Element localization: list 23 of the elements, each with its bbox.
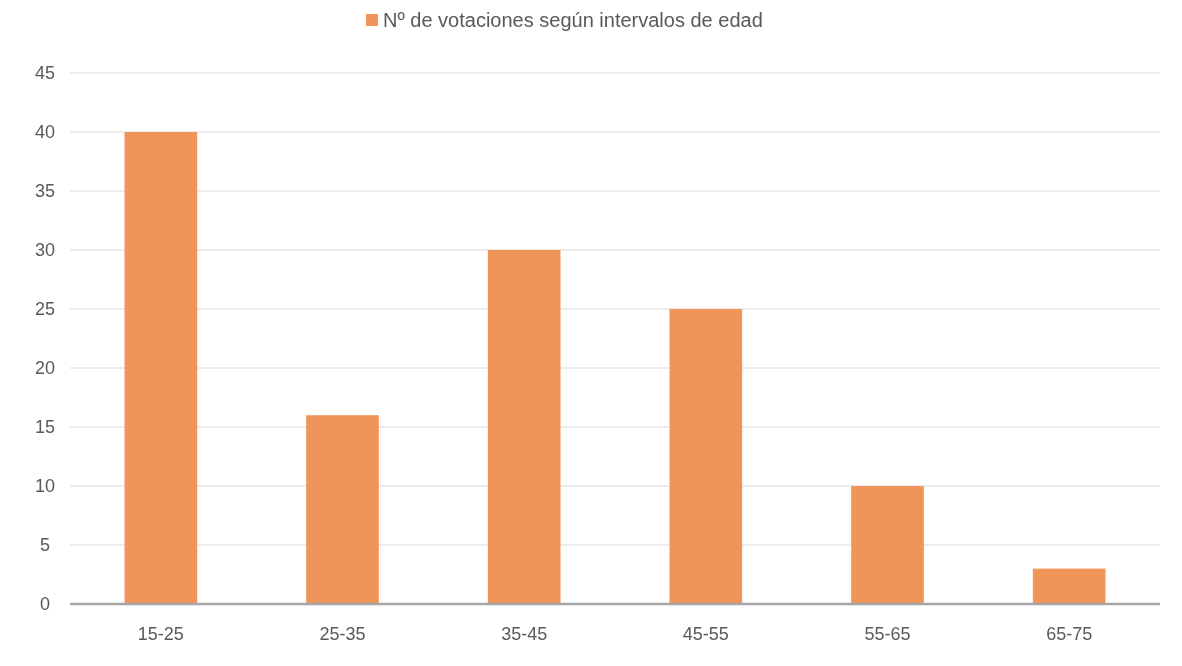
y-tick-label: 15	[34, 417, 56, 438]
x-tick-label: 65-75	[1046, 624, 1093, 644]
bar	[851, 486, 924, 604]
bar	[306, 415, 379, 604]
bar	[124, 132, 198, 604]
bar	[1032, 568, 1106, 604]
y-tick-label: 5	[39, 535, 51, 556]
y-tick-label: 20	[34, 358, 56, 379]
legend-label: Nº de votaciones según intervalos de edad	[383, 9, 763, 31]
x-tick-label: 35-45	[501, 624, 548, 644]
x-tick-label: 55-65	[864, 624, 911, 644]
y-tick-label: 40	[34, 122, 56, 143]
y-tick-label: 35	[34, 181, 56, 202]
y-tick-label: 0	[39, 594, 51, 615]
x-tick-label: 45-55	[682, 624, 729, 644]
x-tick-label: 25-35	[319, 624, 366, 644]
x-tick-label: 15-25	[137, 624, 184, 644]
y-tick-label: 25	[34, 299, 56, 320]
y-tick-label: 30	[34, 240, 56, 261]
y-tick-label: 45	[34, 63, 56, 84]
bar	[669, 309, 743, 604]
bar	[487, 250, 561, 604]
y-tick-label: 10	[34, 476, 56, 497]
